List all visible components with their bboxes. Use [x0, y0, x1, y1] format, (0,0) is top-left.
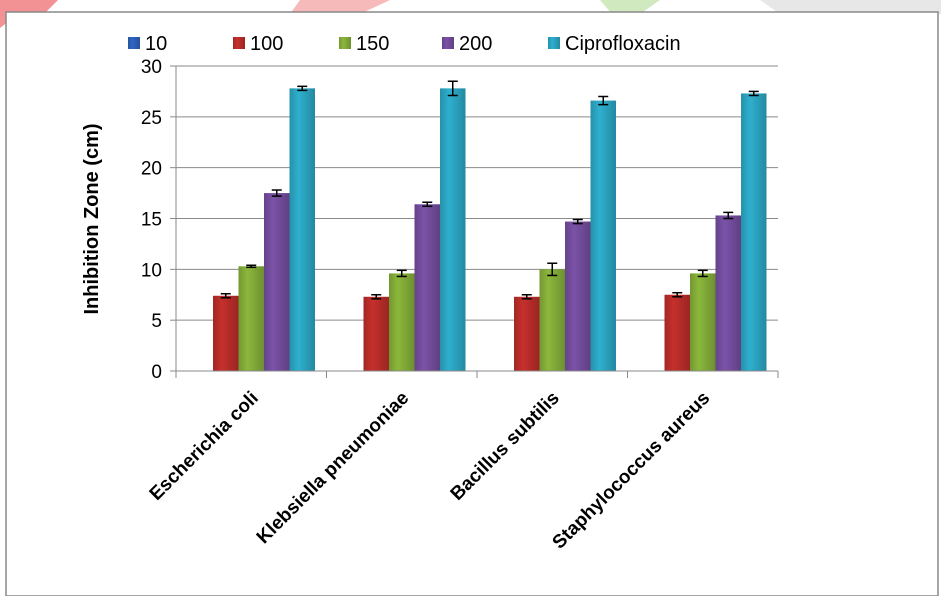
bar-escherichia-coli-150 [238, 266, 264, 371]
bar-staphylococcus-aureus-ciprofloxacin [741, 93, 767, 371]
legend-swatch-ciprofloxacin [548, 37, 560, 49]
y-tick-label-0: 0 [151, 362, 162, 383]
y-tick-label-25: 25 [141, 108, 162, 129]
y-tick-label-30: 30 [141, 57, 162, 78]
y-tick-label-5: 5 [151, 311, 162, 332]
bar-staphylococcus-aureus-100 [664, 294, 690, 371]
y-tick-label-10: 10 [141, 260, 162, 281]
bar-klebsiella-pneumoniae-100 [363, 296, 389, 371]
legend-label-10: 10 [145, 33, 167, 55]
bar-escherichia-coli-200 [264, 193, 290, 371]
bar-bacillus-subtilis-200 [565, 221, 591, 371]
chart-legend: 10 100 150 200 Ciprofloxacin [128, 33, 681, 55]
y-tick-labels: 0 5 10 15 20 25 30 [141, 57, 162, 383]
error-bars [220, 80, 759, 300]
bar-bacillus-subtilis-150 [539, 269, 565, 371]
bar-escherichia-coli-100 [213, 295, 239, 371]
bar-staphylococcus-aureus-150 [690, 273, 716, 371]
y-tick-label-20: 20 [141, 159, 162, 180]
bar-klebsiella-pneumoniae-ciprofloxacin [440, 88, 466, 371]
legend-label-150: 150 [356, 33, 389, 55]
bar-bacillus-subtilis-ciprofloxacin [590, 100, 616, 372]
legend-swatch-200 [442, 37, 454, 49]
x-category-label-klebsiella-pneumoniae: Klebsiella pneumoniae [253, 388, 413, 548]
x-category-label-staphylococcus-aureus: Staphylococcus aureus [549, 388, 715, 554]
bar-escherichia-coli-ciprofloxacin [289, 88, 315, 371]
legend-label-ciprofloxacin: Ciprofloxacin [565, 33, 681, 55]
y-axis-title: Inhibition Zone (cm) [81, 123, 103, 314]
legend-swatch-100 [233, 37, 245, 49]
bar-klebsiella-pneumoniae-150 [389, 273, 415, 371]
legend-label-200: 200 [459, 33, 492, 55]
legend-swatch-150 [339, 37, 351, 49]
bar-bacillus-subtilis-100 [514, 296, 540, 371]
bar-klebsiella-pneumoniae-200 [414, 204, 440, 371]
y-tick-label-15: 15 [141, 210, 162, 231]
legend-label-100: 100 [250, 33, 283, 55]
bar-series [213, 88, 767, 372]
x-category-label-bacillus-subtilis: Bacillus subtilis [447, 388, 564, 505]
chart-axes [170, 65, 779, 378]
bar-staphylococcus-aureus-200 [715, 215, 741, 371]
x-category-label-escherichia-coli: Escherichia coli [146, 388, 263, 505]
legend-swatch-10 [128, 37, 140, 49]
